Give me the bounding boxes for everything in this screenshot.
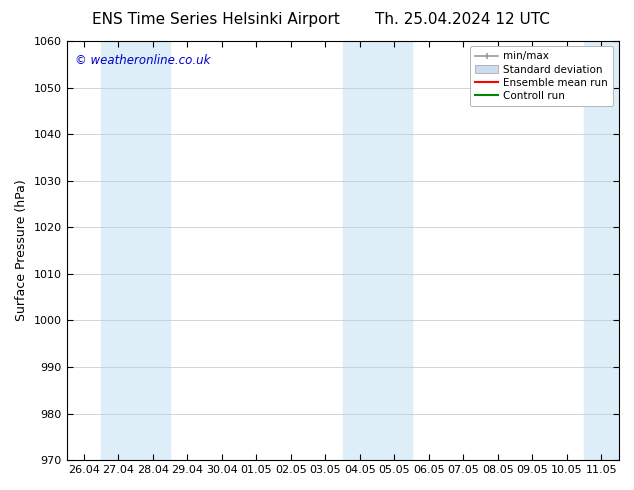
Bar (584, 41, 619, 460)
Text: Th. 25.04.2024 12 UTC: Th. 25.04.2024 12 UTC (375, 12, 550, 27)
Text: ENS Time Series Helsinki Airport: ENS Time Series Helsinki Airport (92, 12, 339, 27)
Text: © weatheronline.co.uk: © weatheronline.co.uk (75, 53, 210, 67)
Y-axis label: Surface Pressure (hPa): Surface Pressure (hPa) (15, 180, 28, 321)
Legend: min/max, Standard deviation, Ensemble mean run, Controll run: min/max, Standard deviation, Ensemble me… (470, 46, 613, 106)
Bar (101, 41, 170, 460)
Bar (342, 41, 411, 460)
